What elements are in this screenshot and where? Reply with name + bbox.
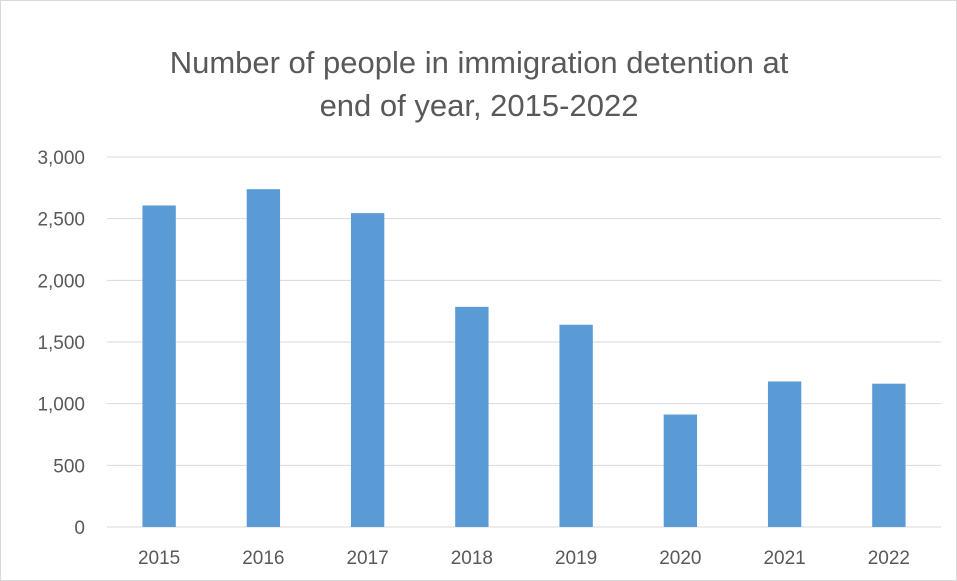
y-tick-label: 2,000 (37, 271, 85, 292)
y-tick-label: 1,000 (37, 395, 85, 416)
y-tick-label: 500 (53, 456, 85, 477)
bar-2015 (142, 205, 176, 527)
chart-title-line-1: Number of people in immigration detentio… (170, 45, 789, 80)
gridlines (107, 156, 941, 528)
x-tick-label: 2016 (242, 548, 284, 569)
y-axis-tick-labels: 0 500 1,000 1,500 2,000 2,500 3,000 (37, 148, 85, 539)
bar-2022 (872, 383, 906, 527)
y-tick-label: 1,500 (37, 333, 85, 354)
x-tick-label: 2021 (763, 548, 805, 569)
x-tick-label: 2019 (555, 548, 597, 569)
x-tick-label: 2018 (451, 548, 493, 569)
bar-2018 (455, 306, 489, 527)
bars (142, 189, 906, 527)
chart-title: Number of people in immigration detentio… (170, 45, 789, 123)
bar-2020 (663, 414, 698, 527)
y-tick-label: 2,500 (37, 210, 85, 231)
x-tick-label: 2015 (138, 548, 180, 569)
bar-2019 (559, 324, 593, 527)
x-tick-label: 2017 (346, 548, 388, 569)
chart-title-line-2: end of year, 2015-2022 (320, 88, 639, 123)
bar-2016 (246, 189, 281, 527)
y-tick-label: 0 (74, 518, 85, 539)
y-tick-label: 3,000 (37, 148, 85, 169)
bar-2017 (350, 213, 385, 527)
bar-2021 (767, 381, 802, 527)
x-tick-label: 2022 (868, 548, 910, 569)
x-tick-label: 2020 (659, 548, 701, 569)
x-axis-tick-labels: 2015 2016 2017 2018 2019 2020 2021 2022 (138, 548, 910, 569)
